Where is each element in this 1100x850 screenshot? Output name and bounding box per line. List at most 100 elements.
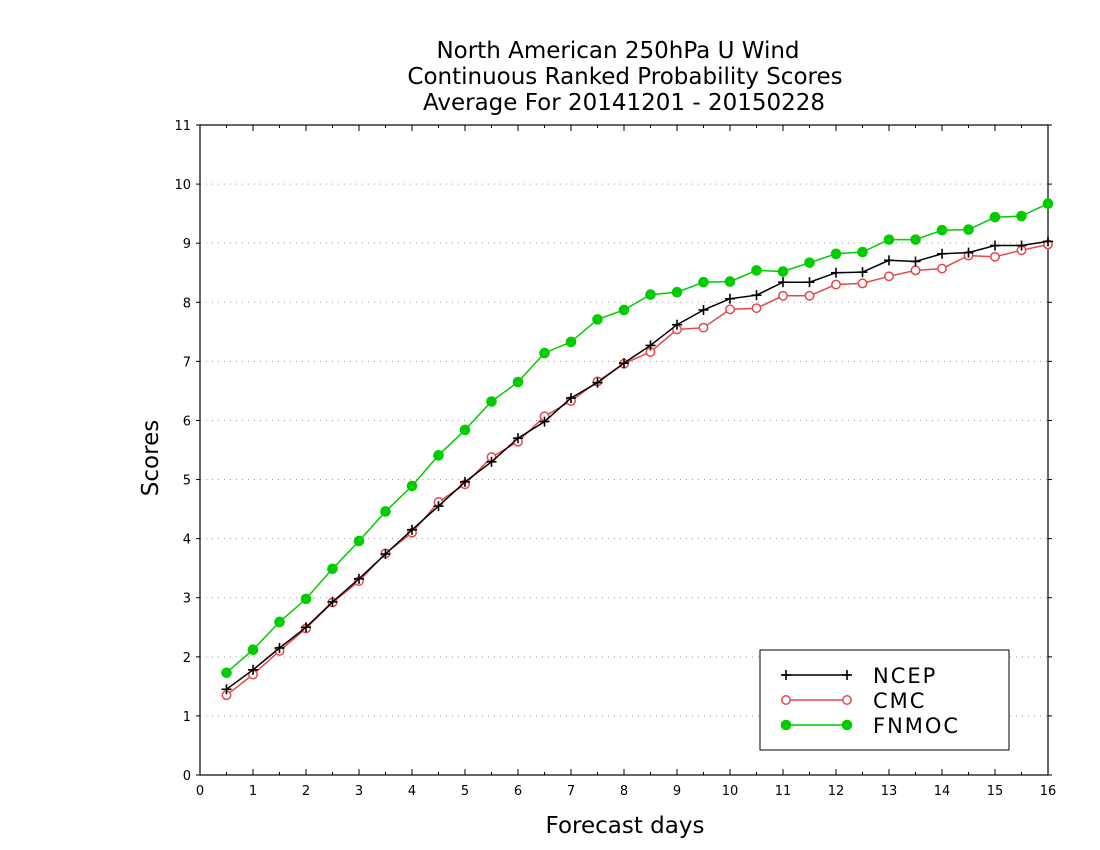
data-point-ncep	[407, 524, 417, 535]
y-tick-label: 9	[183, 237, 191, 252]
data-point-ncep	[645, 340, 656, 351]
data-point-fnmoc	[459, 424, 471, 436]
data-point-cmc	[778, 290, 788, 301]
data-point-fnmoc	[221, 667, 232, 679]
legend-item-fnmoc: FNMOC	[780, 714, 960, 738]
series-fnmoc	[221, 198, 1054, 679]
data-point-ncep	[248, 664, 258, 675]
legend-marker-cmc	[842, 695, 852, 705]
data-point-fnmoc	[539, 347, 550, 359]
data-point-fnmoc	[963, 224, 974, 235]
data-point-fnmoc	[274, 616, 285, 628]
data-point-fnmoc	[353, 535, 365, 547]
data-point-fnmoc	[327, 563, 338, 575]
data-point-fnmoc	[645, 289, 656, 300]
data-point-fnmoc	[671, 286, 683, 298]
legend-marker-fnmoc	[841, 719, 853, 731]
data-point-ncep	[778, 277, 788, 288]
data-point-ncep	[963, 247, 974, 258]
legend-label-ncep: NCEP	[873, 664, 937, 688]
data-point-ncep	[1016, 240, 1027, 251]
data-point-ncep	[937, 248, 947, 259]
gridlines	[200, 183, 1048, 717]
data-point-fnmoc	[592, 314, 603, 325]
data-point-fnmoc	[883, 234, 895, 245]
legend-marker-cmc	[781, 695, 791, 705]
x-tick-label: 7	[567, 784, 575, 799]
data-point-cmc	[990, 251, 1000, 262]
data-point-fnmoc	[777, 266, 789, 277]
data-point-fnmoc	[698, 276, 709, 288]
x-tick-label: 14	[934, 784, 951, 799]
data-point-ncep	[725, 293, 735, 304]
x-tick-label: 5	[461, 784, 469, 799]
legend-marker-fnmoc	[780, 719, 792, 731]
title-line-3: Average For 20141201 - 20150228	[423, 90, 825, 116]
data-point-ncep	[884, 255, 894, 266]
data-point-fnmoc	[910, 234, 921, 245]
y-tick-label: 11	[174, 119, 191, 134]
data-point-fnmoc	[989, 211, 1001, 223]
data-point-ncep	[698, 304, 709, 315]
y-tick-label: 8	[183, 296, 191, 311]
data-point-ncep	[592, 377, 603, 388]
data-point-fnmoc	[406, 480, 418, 492]
data-point-cmc	[831, 279, 841, 290]
series-ncep	[221, 236, 1053, 695]
data-point-fnmoc	[300, 593, 312, 605]
data-point-fnmoc	[1016, 210, 1027, 222]
x-tick-label: 0	[196, 784, 204, 799]
data-point-ncep	[990, 240, 1000, 251]
data-point-cmc	[884, 271, 894, 282]
legend-item-cmc: CMC	[781, 689, 924, 713]
data-point-ncep	[1043, 236, 1053, 247]
chart-title: North American 250hPa U Wind Continuous …	[407, 38, 842, 116]
x-tick-label: 11	[775, 784, 792, 799]
x-tick-label: 12	[828, 784, 845, 799]
data-point-cmc	[857, 278, 868, 289]
y-tick-label: 5	[183, 474, 191, 489]
data-point-cmc	[725, 304, 735, 315]
series-line-ncep	[226, 240, 1049, 690]
x-tick-label: 10	[722, 784, 739, 799]
data-point-ncep	[751, 290, 762, 301]
y-tick-label: 4	[183, 533, 191, 548]
x-tick-label: 4	[408, 784, 416, 799]
data-point-fnmoc	[433, 450, 444, 461]
legend-marker-ncep	[842, 670, 852, 680]
data-point-cmc	[698, 322, 709, 333]
series-cmc	[221, 239, 1053, 701]
data-point-fnmoc	[247, 644, 259, 656]
data-point-ncep	[327, 596, 338, 607]
data-point-fnmoc	[830, 248, 842, 260]
data-point-fnmoc	[618, 304, 630, 316]
data-point-ncep	[804, 277, 815, 288]
data-point-ncep	[910, 256, 921, 267]
data-point-ncep	[301, 622, 311, 633]
data-point-fnmoc	[936, 224, 948, 236]
data-point-fnmoc	[380, 506, 391, 517]
data-point-cmc	[804, 290, 815, 301]
x-tick-label: 3	[355, 784, 363, 799]
data-point-fnmoc	[857, 246, 868, 258]
data-point-ncep	[486, 456, 497, 467]
y-tick-label: 0	[183, 769, 191, 784]
data-point-fnmoc	[512, 376, 524, 388]
data-point-ncep	[221, 684, 232, 695]
data-point-ncep	[672, 319, 682, 330]
x-tick-label: 6	[514, 784, 522, 799]
data-point-ncep	[274, 642, 285, 653]
legend-label-fnmoc: FNMOC	[873, 714, 960, 738]
data-point-ncep	[539, 416, 550, 427]
x-axis-label: Forecast days	[546, 813, 705, 839]
data-point-ncep	[619, 358, 629, 369]
legend-marker-ncep	[781, 670, 791, 680]
x-tick-label: 1	[249, 784, 257, 799]
y-tick-label: 2	[183, 651, 191, 666]
x-tick-label: 9	[673, 784, 681, 799]
data-point-ncep	[831, 267, 841, 278]
x-tick-label: 8	[620, 784, 628, 799]
